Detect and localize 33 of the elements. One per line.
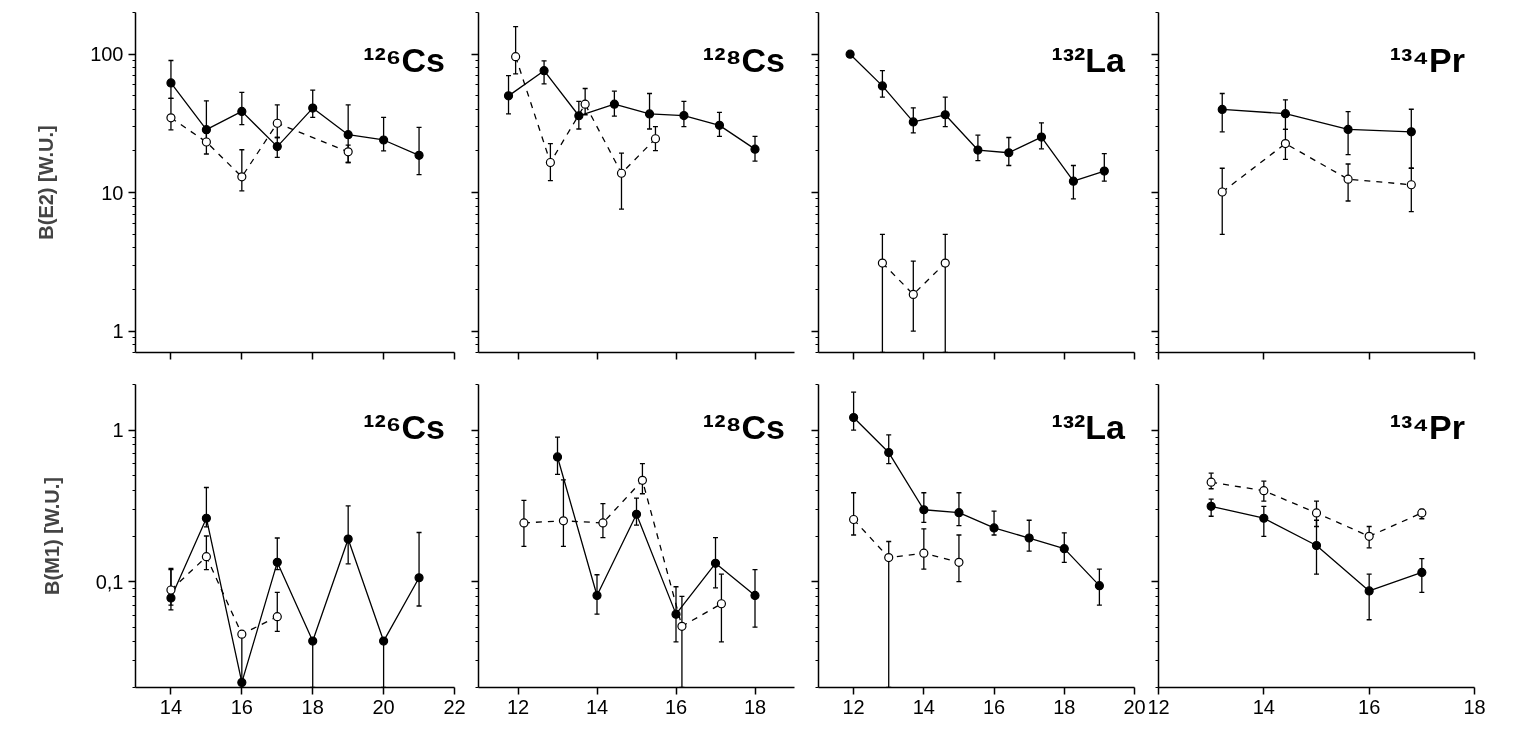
- x-tick-label: 12: [1147, 695, 1170, 718]
- y-axis-title: B(E2) [W.U.]: [35, 125, 58, 240]
- text: ¹²⁶Cs: [363, 41, 445, 80]
- y-axis-title: B(M1) [W.U.]: [40, 477, 63, 595]
- text: ¹³⁴Pr: [1389, 41, 1466, 80]
- x-tick-label: 16: [230, 695, 253, 718]
- y-tick-label: 1: [112, 320, 124, 343]
- x-tick-label: 14: [159, 695, 183, 718]
- x-tick-label: 16: [1358, 695, 1381, 718]
- x-tick-label: 20: [372, 695, 395, 718]
- x-tick-label: 18: [1463, 695, 1486, 718]
- x-tick-label: 14: [912, 695, 935, 718]
- text: ¹²⁸Cs: [702, 41, 786, 80]
- x-tick-label: 20: [1123, 695, 1146, 718]
- x-tick-label: 12: [842, 695, 865, 718]
- text: ¹³²La: [1051, 407, 1127, 446]
- y-tick-label: 0,1: [95, 570, 124, 593]
- x-tick-label: 18: [301, 695, 324, 718]
- y-tick-label: 100: [90, 43, 124, 66]
- x-tick-label: 14: [1252, 695, 1275, 718]
- x-tick-label: 22: [443, 695, 466, 718]
- x-tick-label: 18: [743, 695, 767, 718]
- x-tick-label: 16: [982, 695, 1006, 718]
- text: ¹³²La: [1051, 41, 1127, 80]
- x-tick-label: 16: [664, 695, 688, 718]
- text: ¹²⁸Cs: [702, 407, 786, 446]
- x-tick-label: 14: [585, 695, 609, 718]
- x-tick-label: 18: [1053, 695, 1076, 718]
- x-tick-label: 12: [506, 695, 530, 718]
- text: ¹³⁴Pr: [1389, 407, 1466, 446]
- text: ¹²⁶Cs: [363, 407, 445, 446]
- y-tick-label: 1: [112, 419, 124, 442]
- y-tick-label: 10: [101, 181, 124, 204]
